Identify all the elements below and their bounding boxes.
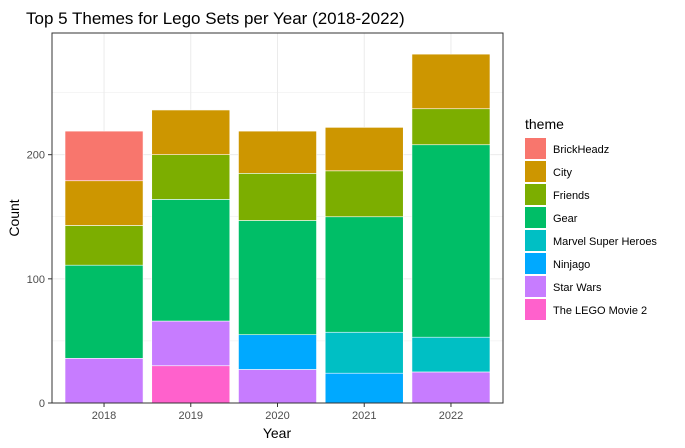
bar-segment-friends-2020 bbox=[238, 173, 317, 221]
bar-segment-brickheadz-2018 bbox=[64, 130, 144, 182]
bar-segment-friends-2022 bbox=[411, 108, 491, 146]
bar-segment-city-2022 bbox=[411, 53, 491, 110]
bars bbox=[64, 53, 491, 404]
bar-segment-star-wars-2019 bbox=[151, 320, 231, 367]
legend-key-star-wars bbox=[525, 276, 546, 297]
y-tick-label: 0 bbox=[39, 398, 45, 410]
y-axis-title: Count bbox=[6, 199, 22, 236]
legend-key-ninjago bbox=[525, 253, 546, 274]
bar-segment-city-2018 bbox=[64, 180, 144, 226]
bar-segment-friends-2021 bbox=[324, 170, 404, 218]
legend-key-friends bbox=[525, 184, 546, 205]
bar-segment-city-2019 bbox=[151, 109, 231, 155]
bar-segment-gear-2020 bbox=[238, 220, 317, 336]
y-axis: 0 100 200 bbox=[27, 150, 52, 410]
y-tick-label: 200 bbox=[27, 150, 45, 162]
legend-label-friends: Friends bbox=[553, 190, 590, 202]
legend-label-the-lego-movie-2: The LEGO Movie 2 bbox=[553, 305, 647, 317]
bar-segment-star-wars-2022 bbox=[411, 371, 491, 404]
bar-segment-city-2021 bbox=[324, 127, 404, 172]
bar-segment-friends-2018 bbox=[64, 225, 144, 266]
bar-segment-friends-2019 bbox=[151, 154, 231, 200]
x-tick-label: 2018 bbox=[92, 410, 116, 422]
x-axis-title: Year bbox=[263, 425, 292, 441]
y-tick-label: 100 bbox=[27, 274, 45, 286]
legend-key-gear bbox=[525, 207, 546, 228]
legend-title: theme bbox=[525, 116, 564, 132]
x-tick-label: 2019 bbox=[179, 410, 203, 422]
legend-label-gear: Gear bbox=[553, 213, 578, 225]
x-tick-label: 2020 bbox=[265, 410, 289, 422]
bar-segment-star-wars-2020 bbox=[238, 369, 317, 404]
legend-key-marvel-super-heroes bbox=[525, 230, 546, 251]
bar-segment-marvel-super-heroes-2021 bbox=[324, 331, 404, 374]
legend: theme BrickHeadz City Friends Gear Marvel Su… bbox=[525, 116, 657, 320]
x-tick-label: 2021 bbox=[352, 410, 376, 422]
legend-key-the-lego-movie-2 bbox=[525, 299, 546, 320]
bar-segment-city-2020 bbox=[238, 130, 317, 174]
legend-label-ninjago: Ninjago bbox=[553, 259, 590, 271]
x-tick-label: 2022 bbox=[439, 410, 463, 422]
bar-segment-gear-2021 bbox=[324, 216, 404, 333]
bar-segment-ninjago-2021 bbox=[324, 372, 404, 404]
chart-title: Top 5 Themes for Lego Sets per Year (201… bbox=[26, 9, 405, 28]
legend-label-marvel-super-heroes: Marvel Super Heroes bbox=[553, 236, 657, 248]
bar-segment-gear-2019 bbox=[151, 199, 231, 322]
legend-label-star-wars: Star Wars bbox=[553, 282, 602, 294]
legend-label-brickheadz: BrickHeadz bbox=[553, 144, 609, 156]
bar-segment-star-wars-2018 bbox=[64, 358, 144, 404]
bar-segment-ninjago-2020 bbox=[238, 334, 317, 370]
legend-key-brickheadz bbox=[525, 138, 546, 159]
legend-label-city: City bbox=[553, 167, 572, 179]
legend-key-city bbox=[525, 161, 546, 182]
bar-segment-the-lego-movie-2-2019 bbox=[151, 365, 231, 404]
bar-segment-gear-2018 bbox=[64, 264, 144, 359]
bar-segment-gear-2022 bbox=[411, 144, 491, 338]
bar-segment-marvel-super-heroes-2022 bbox=[411, 336, 491, 373]
x-axis: 2018 2019 2020 2021 2022 bbox=[92, 403, 463, 422]
